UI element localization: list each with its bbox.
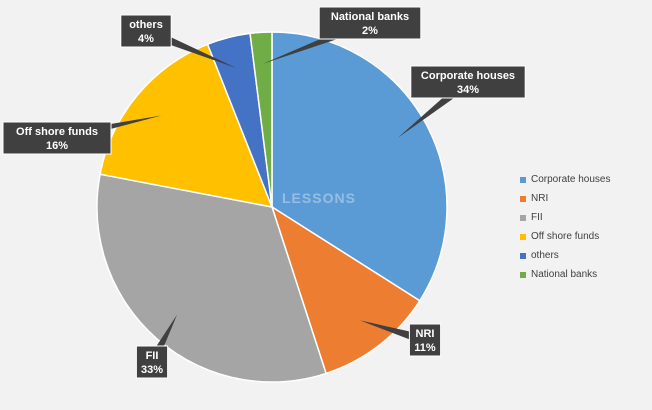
legend-item: National banks xyxy=(520,265,620,284)
watermark: LESSONS xyxy=(282,190,356,206)
data-label-category: National banks xyxy=(331,11,409,23)
legend-swatch xyxy=(520,252,526,259)
legend-label: National banks xyxy=(531,269,598,280)
legend-swatch xyxy=(520,233,526,240)
pie-slice-fii xyxy=(96,173,328,383)
data-label-value: 11% xyxy=(414,342,436,354)
pie-slice-nri xyxy=(270,205,421,375)
legend-label: Off shore funds xyxy=(531,231,600,242)
data-label-off-shore-funds: Off shore funds 16% xyxy=(2,115,162,155)
legend-item: Corporate houses xyxy=(520,170,620,189)
legend-swatch xyxy=(520,214,526,221)
callout-box xyxy=(120,14,172,48)
callout-box xyxy=(410,65,526,99)
data-label-others: others 4% xyxy=(120,14,237,69)
data-label-value: 33% xyxy=(141,364,163,376)
data-label-category: Off shore funds xyxy=(16,126,98,138)
data-label-value: 2% xyxy=(362,25,378,37)
legend-swatch xyxy=(520,176,526,183)
legend-swatch xyxy=(520,271,526,278)
callout-box xyxy=(135,345,169,379)
legend-label: others xyxy=(531,250,559,261)
data-label-category: NRI xyxy=(416,328,435,340)
legend-item: others xyxy=(520,246,620,265)
legend-label: FII xyxy=(531,212,543,223)
data-label-category: others xyxy=(129,19,163,31)
data-label-national-banks: National banks 2% xyxy=(262,6,422,64)
data-label-value: 16% xyxy=(46,140,68,152)
pie-callouts: Corporate houses 34% NRI 11% FII 33% Off shore… xyxy=(2,6,526,379)
legend-item: Off shore funds xyxy=(520,227,620,246)
legend-item: FII xyxy=(520,208,620,227)
pie-slices xyxy=(96,31,448,383)
data-label-nri: NRI 11% xyxy=(359,320,442,357)
pie-slice-national-banks xyxy=(249,31,273,208)
legend-label: Corporate houses xyxy=(531,174,611,185)
chart-legend: Corporate houses NRI FII Off shore funds oth… xyxy=(520,170,620,284)
data-label-value: 34% xyxy=(457,84,479,96)
callout-box xyxy=(2,121,112,155)
data-label-category: FII xyxy=(146,350,159,362)
legend-item: NRI xyxy=(520,189,620,208)
data-label-corporate-houses: Corporate houses 34% xyxy=(397,65,526,138)
callout-box xyxy=(408,323,442,357)
callout-box xyxy=(318,6,422,40)
data-label-fii: FII 33% xyxy=(135,314,178,379)
data-label-value: 4% xyxy=(138,33,154,45)
data-label-category: Corporate houses xyxy=(421,70,515,82)
legend-swatch xyxy=(520,195,526,202)
legend-label: NRI xyxy=(531,193,549,204)
